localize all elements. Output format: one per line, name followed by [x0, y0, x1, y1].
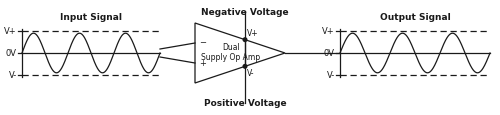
Circle shape: [243, 65, 247, 69]
Text: V+: V+: [4, 27, 17, 36]
Text: V+: V+: [247, 28, 258, 37]
Text: −: −: [199, 38, 206, 47]
Text: V+: V+: [322, 27, 335, 36]
Text: Dual: Dual: [222, 43, 240, 52]
Text: Supply Op Amp: Supply Op Amp: [202, 53, 260, 62]
Text: V-: V-: [247, 69, 254, 78]
Circle shape: [243, 39, 247, 42]
Text: V-: V-: [327, 71, 335, 80]
Text: +: +: [199, 58, 206, 67]
Text: 0V: 0V: [6, 49, 17, 58]
Text: 0V: 0V: [324, 49, 335, 58]
Text: Input Signal: Input Signal: [60, 13, 122, 22]
Text: Output Signal: Output Signal: [380, 13, 450, 22]
Text: V-: V-: [9, 71, 17, 80]
Text: Positive Voltage: Positive Voltage: [204, 98, 286, 107]
Text: Negative Voltage: Negative Voltage: [201, 8, 289, 17]
